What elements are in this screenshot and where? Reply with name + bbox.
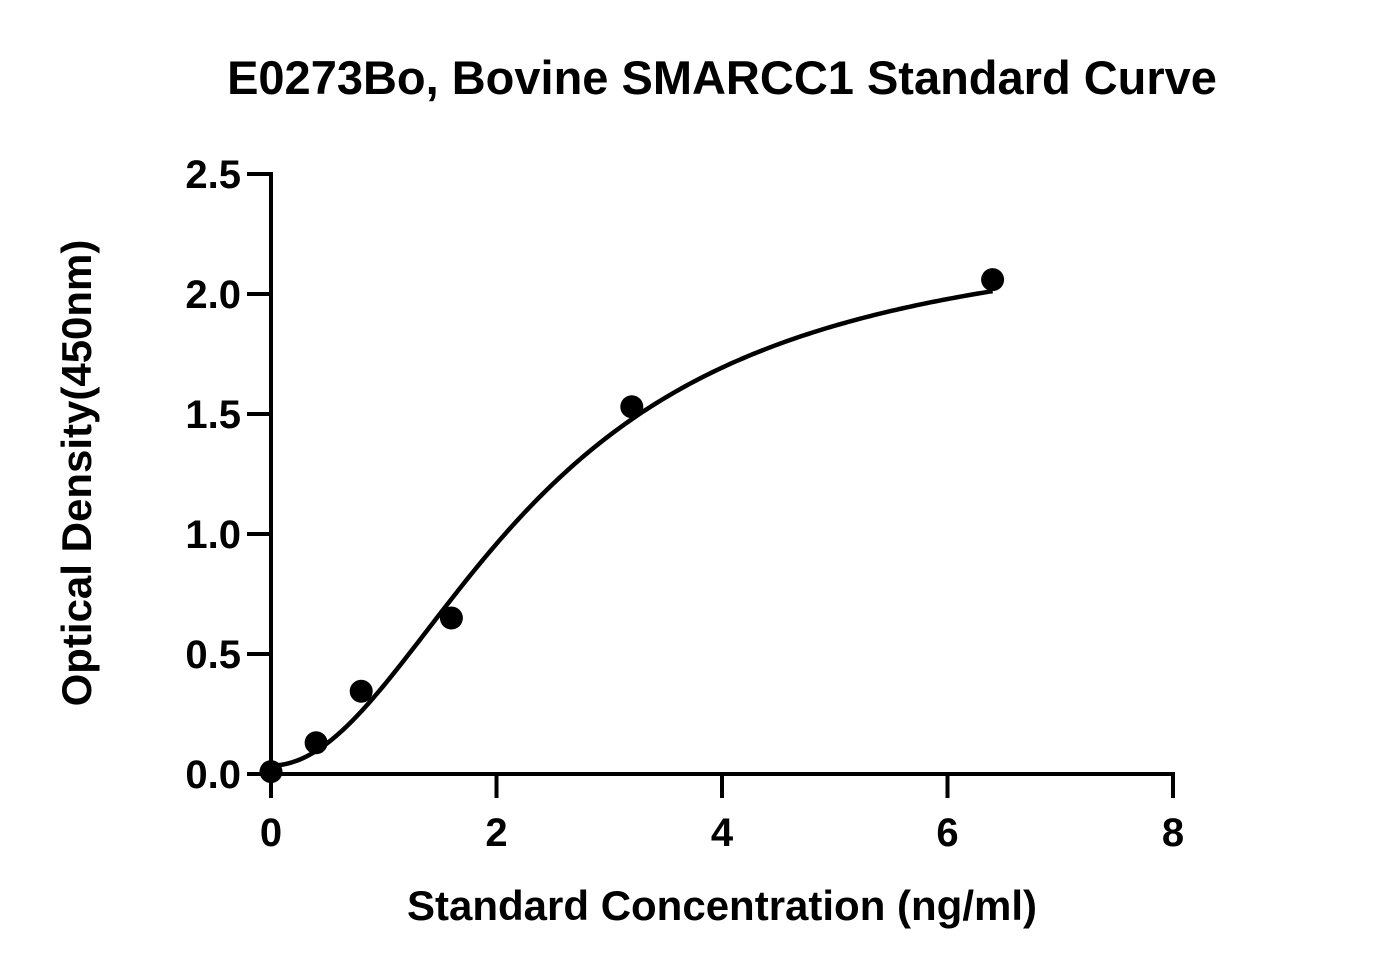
y-tick-label: 0.0 — [185, 753, 241, 797]
axes — [269, 172, 1175, 776]
y-tick-label: 2.0 — [185, 273, 241, 317]
x-axis-label: Standard Concentration (ng/ml) — [407, 882, 1037, 929]
fit-curve-layer — [270, 288, 993, 768]
y-tick-label: 1.0 — [185, 513, 241, 557]
x-tick-label: 8 — [1162, 811, 1184, 855]
data-point — [259, 760, 283, 784]
x-tick-label: 2 — [485, 811, 507, 855]
tick-marks — [247, 172, 1175, 798]
y-tick-label: 2.5 — [185, 153, 241, 197]
data-point — [439, 606, 463, 630]
y-tick-label: 1.5 — [185, 393, 241, 437]
chart-title: E0273Bo, Bovine SMARCC1 Standard Curve — [227, 51, 1217, 104]
data-point — [620, 395, 644, 419]
data-point — [304, 731, 328, 755]
x-tick-label: 6 — [936, 811, 958, 855]
data-points-layer — [259, 268, 1005, 784]
x-tick-label: 0 — [260, 811, 282, 855]
y-tick-label: 0.5 — [185, 633, 241, 677]
x-tick-label: 4 — [711, 811, 734, 855]
data-point — [349, 679, 373, 703]
tick-labels: 0.0 0.5 1.0 1.5 2.0 2.5 0 2 4 6 8 — [185, 153, 1184, 855]
data-point — [981, 268, 1005, 292]
y-axis-label: Optical Density(450nm) — [53, 240, 100, 707]
fit-curve — [270, 288, 993, 768]
